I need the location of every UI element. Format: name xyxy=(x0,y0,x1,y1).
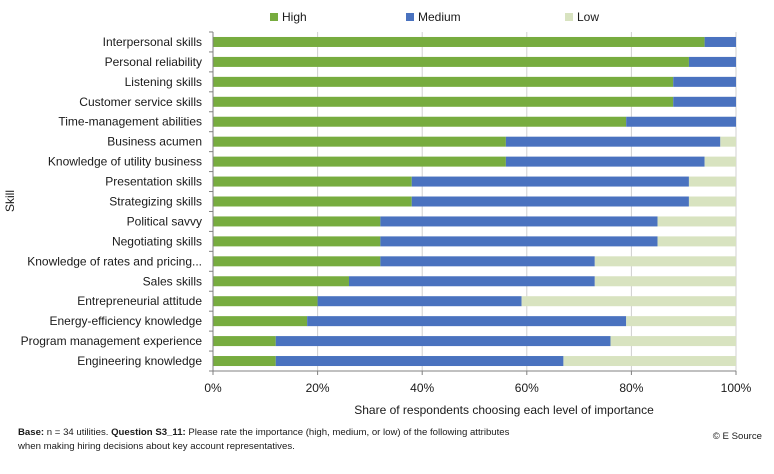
footnote: Base: n = 34 utilities. Question S3_11: … xyxy=(18,426,618,454)
bar-segment-medium xyxy=(348,276,595,287)
bar-segment-low xyxy=(688,196,736,207)
footnote-line2: when making hiring decisions about key a… xyxy=(18,441,295,452)
footnote-question-text: Please rate the importance (high, medium… xyxy=(185,427,510,438)
bar-segment-low xyxy=(610,336,736,347)
x-tick-label: 0% xyxy=(204,381,222,395)
bar-segment-high xyxy=(213,236,381,247)
bar-segment-medium xyxy=(411,176,689,187)
bar-segment-low xyxy=(594,256,736,267)
bar-segment-low xyxy=(657,236,736,247)
legend-label-medium: Medium xyxy=(418,10,461,24)
bar-segment-medium xyxy=(505,156,705,167)
bar-segment-high xyxy=(213,36,705,47)
x-tick-label: 100% xyxy=(721,381,752,395)
bar-segment-medium xyxy=(626,116,736,127)
bar-segment-high xyxy=(213,156,506,167)
legend-swatch-medium xyxy=(406,13,414,21)
bar-segment-low xyxy=(626,316,736,327)
bar-segment-high xyxy=(213,136,506,147)
legend-swatch-high xyxy=(270,13,278,21)
category-label: Political savvy xyxy=(127,214,202,228)
footnote-question-label: Question S3_11: xyxy=(111,427,186,438)
source-credit: © E Source xyxy=(712,431,762,442)
category-label: Time-management abilities xyxy=(58,115,202,129)
category-label: Listening skills xyxy=(125,75,202,89)
category-label: Entrepreneurial attitude xyxy=(77,294,202,308)
category-label: Engineering knowledge xyxy=(77,354,202,368)
bar-segment-high xyxy=(213,176,412,187)
category-label: Sales skills xyxy=(143,274,202,288)
category-label: Negotiating skills xyxy=(112,234,202,248)
x-tick-label: 60% xyxy=(515,381,539,395)
category-label: Customer service skills xyxy=(79,95,202,109)
category-label: Business acumen xyxy=(107,135,202,149)
bar-segment-low xyxy=(688,176,736,187)
category-label: Energy-efficiency knowledge xyxy=(49,314,202,328)
category-label: Presentation skills xyxy=(105,175,202,189)
bar-segment-high xyxy=(213,76,674,87)
bar-segment-high xyxy=(213,116,627,127)
bar-segment-medium xyxy=(307,316,627,327)
x-tick-label: 80% xyxy=(619,381,643,395)
bar-segment-high xyxy=(213,316,308,327)
category-label: Interpersonal skills xyxy=(103,35,202,49)
category-label: Knowledge of utility business xyxy=(48,155,202,169)
footnote-base-label: Base: xyxy=(18,427,45,438)
bar-segment-low xyxy=(704,156,736,167)
bar-segment-low xyxy=(720,136,736,147)
bar-segment-medium xyxy=(275,336,611,347)
bar-segment-high xyxy=(213,256,381,267)
category-label: Knowledge of rates and pricing... xyxy=(27,254,202,268)
bar-segment-high xyxy=(213,96,674,107)
x-tick-label: 40% xyxy=(410,381,434,395)
bar-segment-high xyxy=(213,276,349,287)
bar-segment-medium xyxy=(380,216,658,227)
category-label: Program management experience xyxy=(21,334,203,348)
bar-segment-medium xyxy=(317,296,522,307)
bar-segment-low xyxy=(594,276,736,287)
x-axis-title: Share of respondents choosing each level… xyxy=(354,403,654,417)
bar-segment-low xyxy=(563,356,736,367)
bar-segment-medium xyxy=(411,196,689,207)
bar-segment-medium xyxy=(380,256,595,267)
bar-segment-high xyxy=(213,196,412,207)
bar-segment-low xyxy=(657,216,736,227)
legend-label-high: High xyxy=(282,10,307,24)
bar-segment-high xyxy=(213,356,276,367)
bar-segment-medium xyxy=(673,76,736,87)
x-tick-label: 20% xyxy=(306,381,330,395)
bar-segment-medium xyxy=(688,56,736,67)
legend-label-low: Low xyxy=(577,10,599,24)
y-axis-title: Skill xyxy=(3,190,17,212)
bar-segment-high xyxy=(213,296,318,307)
bar-segment-medium xyxy=(275,356,564,367)
bar-segment-medium xyxy=(704,36,736,47)
bar-segment-high xyxy=(213,216,381,227)
bar-segment-high xyxy=(213,336,276,347)
legend-swatch-low xyxy=(565,13,573,21)
bar-segment-medium xyxy=(380,236,658,247)
bar-segment-low xyxy=(521,296,736,307)
bar-segment-high xyxy=(213,56,689,67)
footnote-base-text: n = 34 utilities. xyxy=(44,427,112,438)
category-label: Strategizing skills xyxy=(109,195,202,209)
category-label: Personal reliability xyxy=(105,55,202,69)
bar-segment-medium xyxy=(673,96,736,107)
bar-segment-medium xyxy=(505,136,721,147)
